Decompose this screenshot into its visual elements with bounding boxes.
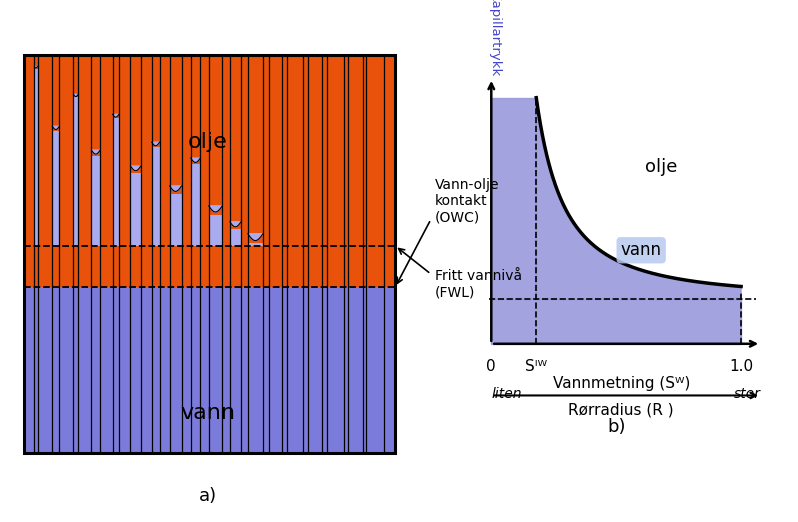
Bar [169,194,181,246]
Text: vann: vann [621,241,662,259]
Bar [230,229,241,246]
Text: stor: stor [734,387,761,401]
Text: 0: 0 [487,359,496,374]
Bar [247,243,263,246]
Bar [73,98,78,246]
Text: b): b) [607,418,626,435]
Text: Vannmetning (Sᵂ): Vannmetning (Sᵂ) [552,376,690,391]
Text: Rørradius (R ): Rørradius (R ) [568,403,674,418]
Polygon shape [152,142,160,146]
Polygon shape [492,300,741,344]
Text: Fritt vannivå
(FWL): Fritt vannivå (FWL) [435,269,522,300]
Text: a): a) [199,487,216,505]
Polygon shape [34,66,38,68]
Bar [152,147,160,246]
Text: Høyde; Kapillartrykk: Høyde; Kapillartrykk [489,0,502,76]
Bar [34,68,38,246]
Text: Vann-olje
kontakt
(OWC): Vann-olje kontakt (OWC) [435,178,500,224]
Polygon shape [230,222,241,227]
Polygon shape [169,186,181,192]
Text: liten: liten [492,387,522,401]
Text: vann: vann [180,403,235,423]
Polygon shape [247,234,263,241]
Polygon shape [73,94,78,97]
Polygon shape [91,150,101,154]
Polygon shape [536,98,741,300]
Text: olje: olje [188,132,227,152]
Polygon shape [53,126,60,129]
Bar [53,131,60,246]
Polygon shape [208,206,222,212]
Bar [24,55,395,288]
Polygon shape [113,114,119,117]
Polygon shape [191,158,200,162]
Bar [191,164,200,246]
Bar [113,118,119,246]
Text: Sᴵᵂ: Sᴵᵂ [525,359,547,374]
Bar [130,173,140,246]
Polygon shape [492,98,536,300]
Bar [208,215,222,246]
Polygon shape [130,166,140,171]
Text: 1.0: 1.0 [729,359,753,374]
Bar [91,156,100,246]
Text: olje: olje [645,158,678,175]
